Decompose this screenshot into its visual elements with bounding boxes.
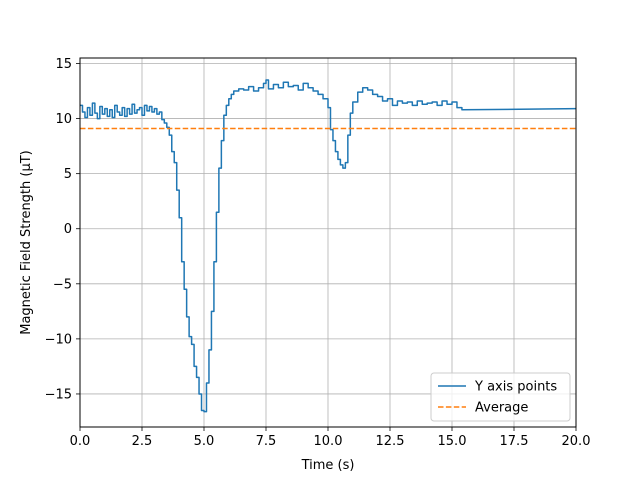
x-axis-label: Time (s) xyxy=(301,458,355,473)
y-tick-label: 15 xyxy=(55,57,72,72)
legend-label: Average xyxy=(475,401,528,416)
y-axis-label: Magnetic Field Strength (μT) xyxy=(19,150,34,335)
y-tick-label: 10 xyxy=(55,112,72,127)
legend-label: Y axis points xyxy=(474,380,557,395)
y-tick-label: −10 xyxy=(45,332,72,347)
ticks: 0.0 2.5 5.0 7.5 10.0 12.5 15.0 17.5 20.0 −15 −10 −5… xyxy=(45,57,591,449)
x-tick-label: 7.5 xyxy=(256,434,277,449)
x-tick-label: 12.5 xyxy=(376,434,405,449)
y-tick-label: −5 xyxy=(53,277,72,292)
x-tick-label: 0.0 xyxy=(70,434,91,449)
y-tick-label: −15 xyxy=(45,387,72,402)
x-tick-label: 17.5 xyxy=(500,434,529,449)
x-tick-label: 15.0 xyxy=(438,434,467,449)
series-layer xyxy=(80,79,576,413)
series-line-y-axis-points xyxy=(80,79,576,413)
x-tick-label: 10.0 xyxy=(314,434,343,449)
y-tick-label: 0 xyxy=(64,222,72,237)
x-tick-label: 2.5 xyxy=(132,434,153,449)
x-tick-label: 5.0 xyxy=(194,434,215,449)
legend-box xyxy=(430,372,571,422)
x-tick-label: 20.0 xyxy=(562,434,591,449)
y-tick-label: 5 xyxy=(64,167,72,182)
legend: Y axis points Average xyxy=(430,372,571,422)
